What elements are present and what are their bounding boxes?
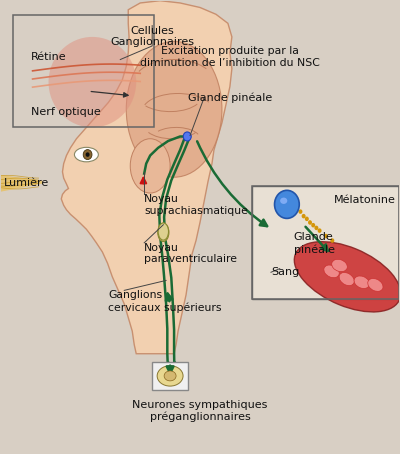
Ellipse shape bbox=[280, 197, 287, 204]
Ellipse shape bbox=[86, 153, 90, 157]
Ellipse shape bbox=[308, 220, 312, 225]
Ellipse shape bbox=[311, 223, 315, 227]
Ellipse shape bbox=[157, 366, 183, 386]
Text: Sang: Sang bbox=[271, 267, 299, 277]
Ellipse shape bbox=[298, 209, 302, 214]
Ellipse shape bbox=[330, 238, 334, 243]
Ellipse shape bbox=[354, 276, 370, 288]
Polygon shape bbox=[1, 175, 42, 192]
Ellipse shape bbox=[294, 242, 400, 312]
Text: Glande
pinéale: Glande pinéale bbox=[294, 232, 335, 255]
Text: Cellules
Ganglionnaires: Cellules Ganglionnaires bbox=[110, 25, 194, 47]
Ellipse shape bbox=[74, 148, 98, 162]
Bar bbox=[13, 15, 154, 128]
Ellipse shape bbox=[158, 223, 169, 242]
Text: Nerf optique: Nerf optique bbox=[30, 107, 100, 117]
Ellipse shape bbox=[368, 278, 383, 291]
Ellipse shape bbox=[126, 41, 222, 177]
Ellipse shape bbox=[158, 223, 168, 240]
Ellipse shape bbox=[318, 228, 322, 233]
Text: Glande pinéale: Glande pinéale bbox=[188, 93, 272, 103]
Text: Rétine: Rétine bbox=[30, 52, 66, 62]
Ellipse shape bbox=[339, 272, 354, 286]
Ellipse shape bbox=[83, 150, 92, 159]
Ellipse shape bbox=[314, 226, 318, 230]
Bar bbox=[152, 362, 188, 390]
Bar bbox=[252, 186, 399, 300]
Ellipse shape bbox=[324, 265, 339, 278]
Ellipse shape bbox=[302, 214, 306, 218]
Text: Mélatonine: Mélatonine bbox=[334, 195, 395, 205]
Bar bbox=[252, 186, 399, 300]
Ellipse shape bbox=[183, 132, 191, 141]
Text: Noyau
paraventriculaire: Noyau paraventriculaire bbox=[144, 243, 237, 264]
Ellipse shape bbox=[130, 139, 170, 193]
Text: Excitation produite par la
diminution de l’inhibition du NSC: Excitation produite par la diminution de… bbox=[140, 46, 320, 68]
Ellipse shape bbox=[164, 371, 176, 381]
Ellipse shape bbox=[324, 234, 328, 238]
Polygon shape bbox=[61, 1, 232, 354]
Ellipse shape bbox=[48, 37, 136, 128]
Ellipse shape bbox=[305, 217, 309, 221]
Text: Neurones sympathiques
préganglionnaires: Neurones sympathiques préganglionnaires bbox=[132, 400, 268, 422]
Ellipse shape bbox=[274, 190, 299, 218]
Text: Lumière: Lumière bbox=[4, 178, 49, 188]
Text: Noyau
suprachiasmatique: Noyau suprachiasmatique bbox=[144, 194, 248, 216]
Text: Ganglions
cervicaux supérieurs: Ganglions cervicaux supérieurs bbox=[108, 291, 222, 312]
Ellipse shape bbox=[332, 259, 347, 271]
